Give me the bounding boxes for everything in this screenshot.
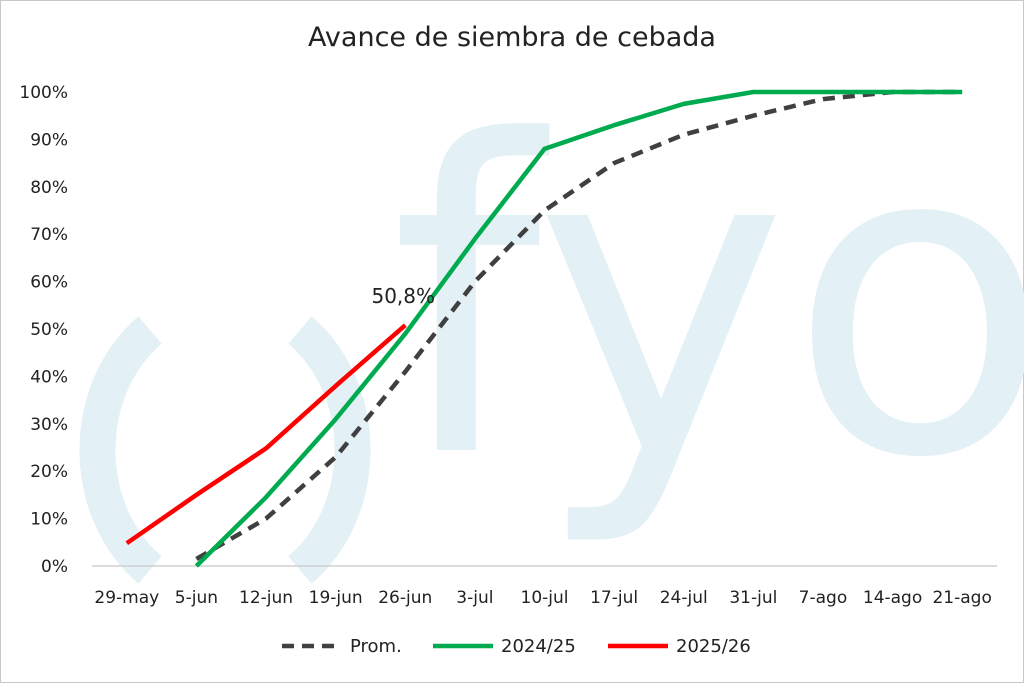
series-line-2025-26 [125, 323, 407, 546]
series-line-2024-25 [194, 89, 963, 568]
x-tick-label: 21-ago [932, 588, 991, 608]
x-tick-label: 31-jul [729, 588, 777, 608]
y-tick-label: 60% [30, 273, 68, 293]
y-tick-label: 100% [19, 83, 68, 103]
y-tick-label: 0% [41, 557, 68, 577]
data-label: 50,8% [371, 284, 435, 308]
y-tick-label: 80% [30, 178, 68, 198]
x-tick-label: 12-jun [239, 588, 293, 608]
chart-title: Avance de siembra de cebada [308, 22, 716, 53]
legend: Prom. 2024/25 2025/26 [282, 636, 751, 657]
watermark-text: fyo [390, 52, 1024, 552]
x-tick-label: 19-jun [309, 588, 363, 608]
x-tick-label: 14-ago [863, 588, 922, 608]
watermark-right-paren [287, 316, 371, 584]
x-tick-label: 7-ago [799, 588, 848, 608]
watermark-left-paren [79, 316, 163, 584]
watermark-logo: fyo [79, 52, 1024, 584]
legend-label: Prom. [350, 636, 402, 657]
x-axis: 29-may 5-jun 12-jun 19-jun 26-jun 3-jul 10-jul… [94, 588, 991, 608]
y-tick-label: 50% [30, 320, 68, 340]
series-group [125, 89, 963, 568]
y-tick-label: 70% [30, 225, 68, 245]
x-tick-label: 26-jun [378, 588, 432, 608]
x-tick-label: 5-jun [175, 588, 218, 608]
y-tick-label: 90% [30, 130, 68, 150]
y-axis: 0% 10% 20% 30% 40% 50% 60% 70% 80% 90% 100% [19, 83, 68, 577]
x-tick-label: 29-may [94, 588, 159, 608]
x-tick-label: 10-jul [521, 588, 569, 608]
legend-label: 2024/25 [501, 636, 576, 657]
y-tick-label: 40% [30, 367, 68, 387]
x-tick-label: 24-jul [660, 588, 708, 608]
annotations: 50,8% [371, 284, 435, 308]
y-tick-label: 20% [30, 462, 68, 482]
legend-label: 2025/26 [676, 636, 751, 657]
y-tick-label: 10% [30, 510, 68, 530]
y-tick-label: 30% [30, 415, 68, 435]
series-line-prom- [195, 89, 963, 561]
x-tick-label: 3-jul [456, 588, 493, 608]
x-tick-label: 17-jul [590, 588, 638, 608]
